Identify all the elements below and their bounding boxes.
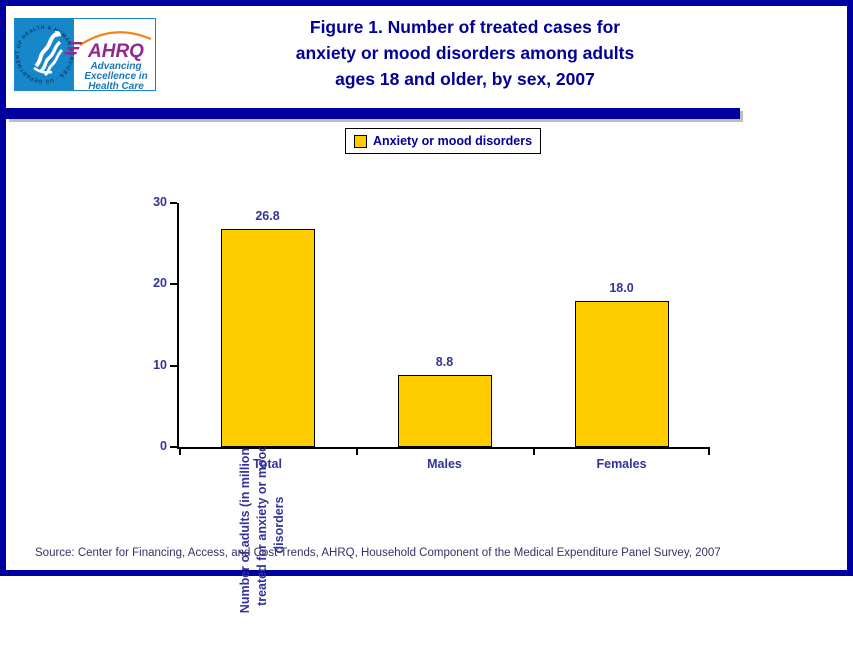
- bar-females: [574, 300, 669, 447]
- x-axis-tick: [179, 449, 181, 455]
- y-axis-tick-label: 30: [153, 195, 167, 209]
- y-axis-tick: [170, 364, 177, 367]
- logo-tagline-line2: Excellence in: [84, 71, 147, 82]
- header-divider-bar: [6, 108, 740, 119]
- figure-title-line1: Figure 1. Number of treated cases for: [309, 17, 621, 37]
- bar-value-label: 26.8: [255, 209, 280, 224]
- y-axis-tick: [170, 446, 177, 448]
- hhs-seal-background: [15, 19, 74, 90]
- ahrq-hhs-logo: DEPARTMENT OF HEALTH & HUMAN SERVICES - …: [14, 18, 156, 91]
- ahrq-arc-icon: [79, 31, 152, 46]
- figure-title-line3: ages 18 and older, by sex, 2007: [335, 69, 595, 89]
- legend-label: Anxiety or mood disorders: [373, 134, 533, 148]
- source-note: Source: Center for Financing, Access, an…: [35, 547, 721, 559]
- ahrq-wordmark: AHRQ Advancing Excellence in Health Care: [64, 31, 152, 91]
- y-axis-tick: [170, 202, 177, 204]
- legend-swatch-icon: [354, 134, 367, 148]
- plot-area: Number of adults (in millions) treated f…: [153, 195, 710, 613]
- figure-title: Figure 1. Number of treated cases for an…: [230, 14, 700, 92]
- x-axis-tick: [533, 449, 535, 455]
- chart-legend: Anxiety or mood disorders: [345, 128, 542, 154]
- y-axis-tick-label: 0: [160, 439, 167, 453]
- ahrq-speed-lines-icon: [64, 42, 83, 55]
- x-axis-category-label: Females: [596, 457, 647, 471]
- ahrq-logo-text: AHRQ: [87, 41, 144, 62]
- figure-page: { "page": { "border_color": "#0000A0", "…: [0, 0, 853, 613]
- x-axis-tick: [708, 449, 710, 455]
- x-axis-category-label: Males: [427, 457, 462, 471]
- bar-males: [397, 375, 492, 447]
- bar-value-label: 8.8: [435, 355, 454, 370]
- bar-value-label: 18.0: [609, 280, 634, 295]
- logo-tagline-line3: Health Care: [88, 81, 144, 91]
- x-axis-tick: [356, 449, 358, 455]
- bar-total: [220, 229, 315, 447]
- y-axis-tick-label: 20: [153, 276, 167, 291]
- y-axis-tick: [170, 283, 177, 286]
- y-axis-tick-label: 10: [153, 357, 167, 372]
- figure-title-line2: anxiety or mood disorders among adults: [295, 43, 635, 63]
- logo-tagline-line1: Advancing: [89, 61, 141, 72]
- x-axis-category-label: Total: [253, 457, 282, 471]
